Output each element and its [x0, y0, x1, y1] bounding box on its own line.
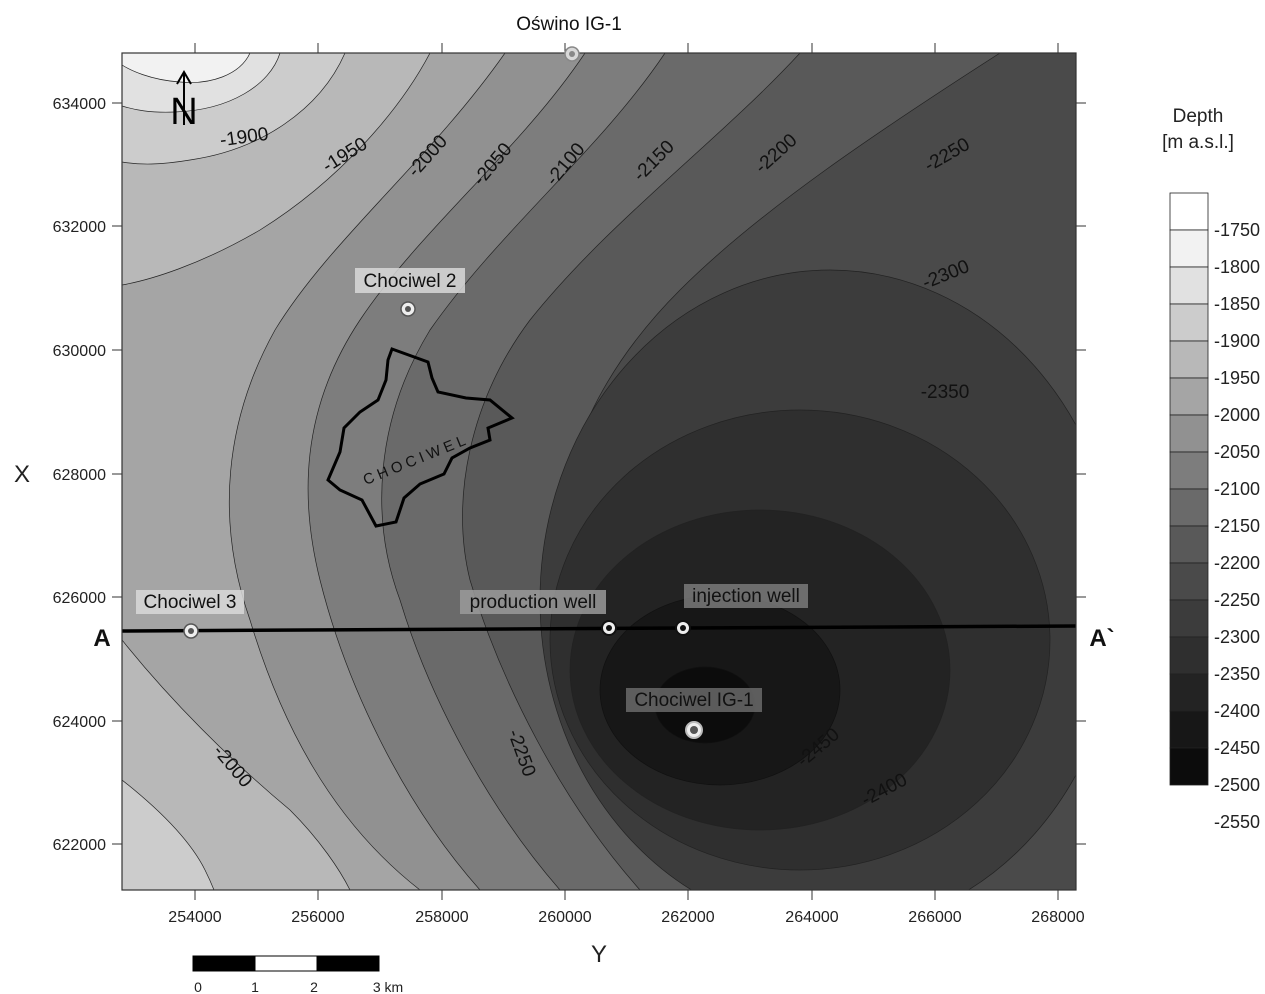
- well-label: Chociwel 2: [364, 271, 457, 292]
- legend-level-label: -2550: [1214, 812, 1260, 832]
- legend-subtitle: [m a.s.l.]: [1162, 132, 1234, 153]
- scale-label: 2: [310, 979, 318, 994]
- legend-swatch: [1169, 488, 1209, 527]
- y-tick-label: 622000: [53, 837, 106, 854]
- legend-level-label: -2150: [1214, 516, 1260, 536]
- section-label-start: A: [93, 625, 110, 652]
- well-injection: injection well: [675, 584, 808, 636]
- legend-labels: -1750 -1800 -1850 -1900 -1950 -2000 -2050 -2100…: [1214, 220, 1260, 832]
- y-tick-label: 626000: [53, 590, 106, 607]
- x-tick-label: 256000: [291, 909, 344, 926]
- legend-swatch: [1169, 377, 1209, 416]
- legend-level-label: -2050: [1214, 442, 1260, 462]
- legend-swatch: [1169, 229, 1209, 268]
- well-chociwel-3: Chociwel 3: [136, 590, 244, 639]
- y-tick-label: 630000: [53, 343, 106, 360]
- well-chociwel-ig1: Chociwel IG-1: [626, 688, 762, 739]
- legend-level-label: -1900: [1214, 331, 1260, 351]
- cross-section-line: [121, 624, 1077, 633]
- contour-band-sw-1900: [122, 779, 215, 890]
- y-tick-label: 632000: [53, 219, 106, 236]
- legend-swatch: [1169, 747, 1209, 786]
- legend-swatch: [1169, 451, 1209, 490]
- y-tick-label: 624000: [53, 714, 106, 731]
- legend-level-label: -2100: [1214, 479, 1260, 499]
- x-tick-label: 262000: [661, 909, 714, 926]
- map-area: CHOCIWEL: [121, 52, 1077, 891]
- x-axis-title: Y: [591, 941, 607, 968]
- north-arrow-label: N: [170, 91, 197, 133]
- legend: Depth [m a.s.l.] -1750 -1800 -1850 -1900 -19…: [1162, 106, 1260, 832]
- y-axis: [112, 102, 1086, 845]
- y-tick-label: 634000: [53, 96, 106, 113]
- contour-band-1800: [122, 53, 251, 83]
- legend-swatch: [1169, 303, 1209, 342]
- well-label: Oświno IG-1: [516, 14, 622, 35]
- legend-swatch: [1169, 340, 1209, 379]
- contour-band-sw-1950: [122, 639, 351, 890]
- contour-fills: [122, 53, 1076, 890]
- legend-swatch: [1169, 192, 1209, 231]
- scale-bar: 0 1 2 3 km: [192, 955, 403, 994]
- well-label: injection well: [692, 586, 800, 607]
- legend-level-label: -2400: [1214, 701, 1260, 721]
- legend-level-label: -1950: [1214, 368, 1260, 388]
- legend-swatch: [1169, 710, 1209, 749]
- x-tick-label: 260000: [538, 909, 591, 926]
- x-tick-label: 268000: [1031, 909, 1084, 926]
- north-arrow: N: [170, 70, 198, 133]
- x-tick-label: 258000: [415, 909, 468, 926]
- legend-level-label: -2000: [1214, 405, 1260, 425]
- x-tick-label: 266000: [908, 909, 961, 926]
- x-tick-label: 264000: [785, 909, 838, 926]
- well-label: Chociwel IG-1: [634, 690, 753, 711]
- town-boundary: [326, 347, 515, 528]
- legend-level-label: -2200: [1214, 553, 1260, 573]
- legend-level-label: -2500: [1214, 775, 1260, 795]
- scale-label: 0: [194, 979, 202, 994]
- legend-swatch: [1169, 599, 1209, 638]
- legend-level-label: -1850: [1214, 294, 1260, 314]
- contour-label: -2350: [921, 382, 970, 403]
- scale-label: 3 km: [373, 979, 403, 994]
- legend-swatch: [1169, 266, 1209, 305]
- scale-label: 1: [251, 979, 259, 994]
- legend-level-label: -1750: [1214, 220, 1260, 240]
- legend-swatch: [1169, 525, 1209, 564]
- legend-swatch: [1169, 673, 1209, 712]
- legend-level-label: -2450: [1214, 738, 1260, 758]
- section-label-end: A`: [1089, 625, 1114, 652]
- legend-swatch: [1169, 562, 1209, 601]
- legend-swatch: [1169, 414, 1209, 453]
- x-tick-label: 254000: [168, 909, 221, 926]
- well-label: production well: [470, 592, 597, 613]
- well-oswino-ig1: Oświno IG-1: [516, 14, 622, 62]
- legend-level-label: -2350: [1214, 664, 1260, 684]
- wells: Oświno IG-1 Chociwel 2 Chociwel 3 produc…: [136, 14, 808, 739]
- legend-level-label: -2250: [1214, 590, 1260, 610]
- well-production: production well: [460, 590, 617, 636]
- y-axis-title: X: [14, 461, 30, 488]
- legend-color-ramp: [1169, 192, 1209, 786]
- legend-level-label: -1800: [1214, 257, 1260, 277]
- legend-swatch: [1169, 636, 1209, 675]
- legend-level-label: -2300: [1214, 627, 1260, 647]
- map-frame: [121, 52, 1077, 891]
- x-axis: [194, 43, 1059, 900]
- well-chociwel-2: Chociwel 2: [355, 268, 465, 317]
- legend-title: Depth: [1173, 106, 1224, 127]
- well-label: Chociwel 3: [144, 592, 237, 613]
- y-tick-label: 628000: [53, 467, 106, 484]
